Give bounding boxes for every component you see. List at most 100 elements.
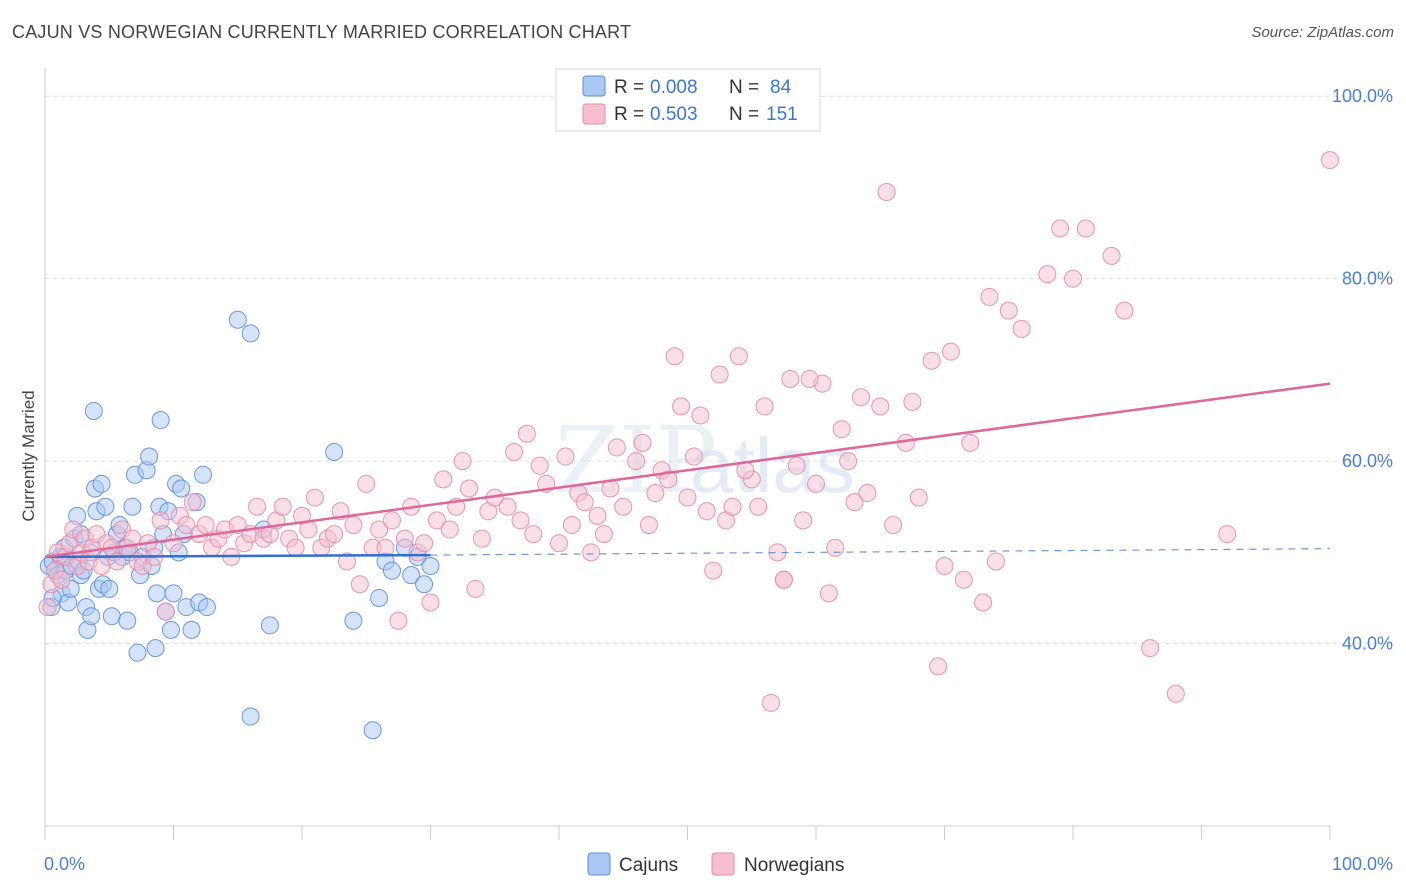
cajuns-point (241, 707, 260, 726)
norwegians-point (357, 474, 376, 493)
cajuns-point (151, 411, 170, 430)
norwegians-point (1218, 525, 1237, 544)
norwegians-point (38, 598, 57, 617)
norwegians-point (980, 287, 999, 306)
norwegians-point (453, 452, 472, 471)
bottom-legend-label-norwegians: Norwegians (744, 855, 844, 876)
norwegians-point (466, 579, 485, 598)
norwegians-point (511, 511, 530, 530)
norwegians-point (1064, 269, 1082, 288)
norwegians-point (607, 438, 626, 457)
y-axis-title: Currently Married (19, 390, 38, 521)
norwegians-point (524, 525, 543, 544)
series-norwegians-points (38, 151, 1339, 712)
bottom-legend-label-cajuns: Cajuns (619, 855, 678, 876)
grid-lines (45, 95, 1392, 645)
legend-r-label-cajuns: R = (614, 77, 644, 98)
norwegians-point (472, 529, 491, 548)
axes (44, 68, 1331, 840)
norwegians-point (800, 370, 819, 389)
cajuns-point (146, 639, 165, 658)
trend-lines (44, 382, 1331, 559)
legend-r-value-cajuns: 0.008 (650, 77, 698, 98)
norwegians-point (935, 557, 954, 576)
norwegians-point (807, 474, 825, 493)
norwegians-point (884, 515, 903, 534)
chart-source: Source: ZipAtlas.com (1251, 24, 1394, 41)
cajuns-point (92, 474, 111, 493)
norwegians-point (92, 557, 111, 576)
norwegians-point (440, 520, 459, 539)
norwegians-point (427, 511, 446, 530)
norwegians-point (896, 433, 915, 452)
norwegians-point (1038, 265, 1057, 284)
y-tick-labels: 40.0% 60.0% 80.0% 100.0% (1332, 86, 1393, 653)
norwegians-point (151, 511, 170, 530)
watermark-atlas: atlas (690, 421, 855, 509)
norwegians-point (52, 570, 71, 589)
norwegians-point (646, 484, 665, 503)
y-tick-label: 80.0% (1342, 269, 1393, 289)
norwegians-point (684, 447, 703, 466)
chart-title: CAJUN VS NORWEGIAN CURRENTLY MARRIED COR… (12, 22, 632, 42)
norwegians-point (845, 493, 864, 512)
cajuns-point (172, 479, 191, 498)
norwegians-point (1012, 319, 1031, 338)
norwegians-point (974, 593, 993, 612)
norwegians-point (954, 570, 973, 589)
cajuns-point (370, 588, 389, 607)
legend-n-value-cajuns: 84 (770, 77, 792, 98)
cajuns-point (363, 721, 382, 740)
norwegians-point (382, 511, 401, 530)
cajuns-point (128, 643, 147, 662)
cajuns-point (82, 607, 101, 626)
cajuns-point (260, 616, 279, 635)
norwegians-point (1321, 151, 1339, 170)
norwegians-point (164, 534, 183, 553)
norwegians-point (395, 529, 414, 548)
x-tick-label-min: 0.0% (44, 854, 85, 874)
norwegians-trend-line (44, 382, 1331, 559)
norwegians-point (389, 611, 408, 630)
legend-r-value-norwegians: 0.503 (650, 104, 698, 125)
norwegians-point (903, 392, 922, 411)
norwegians-point (575, 493, 594, 512)
cajuns-point (102, 607, 121, 626)
cajuns-point (382, 561, 401, 580)
norwegians-point (498, 497, 517, 516)
norwegians-point (762, 693, 781, 712)
legend-n-label-cajuns: N = (729, 77, 759, 98)
norwegians-point (909, 488, 928, 507)
norwegians-point (370, 520, 389, 539)
cajuns-point (118, 611, 137, 630)
cajuns-point (325, 443, 344, 461)
norwegians-point (337, 552, 356, 571)
norwegians-point (421, 593, 440, 612)
norwegians-point (627, 452, 646, 471)
norwegians-point (755, 397, 774, 416)
norwegians-point (749, 497, 768, 516)
cajuns-point (241, 324, 260, 343)
norwegians-point (787, 456, 806, 475)
norwegians-point (505, 443, 524, 461)
norwegians-point (774, 570, 793, 589)
norwegians-point (929, 657, 948, 676)
norwegians-point (794, 511, 813, 530)
norwegians-point (177, 515, 196, 534)
cajuns-point (164, 584, 183, 603)
norwegians-point (588, 506, 607, 525)
norwegians-point (299, 520, 318, 539)
norwegians-point (530, 456, 549, 475)
x-tick-label-max: 100.0% (1332, 854, 1393, 874)
norwegians-point (1102, 246, 1121, 265)
norwegians-point (858, 484, 877, 503)
norwegians-point (729, 347, 748, 366)
cajuns-point (402, 566, 421, 585)
norwegians-point (286, 538, 305, 557)
norwegians-point (550, 534, 568, 553)
norwegians-point (1115, 301, 1134, 320)
bottom-legend-swatch-cajuns (587, 852, 611, 876)
norwegians-point (460, 479, 479, 498)
norwegians-point (941, 342, 960, 361)
norwegians-point (415, 534, 434, 553)
